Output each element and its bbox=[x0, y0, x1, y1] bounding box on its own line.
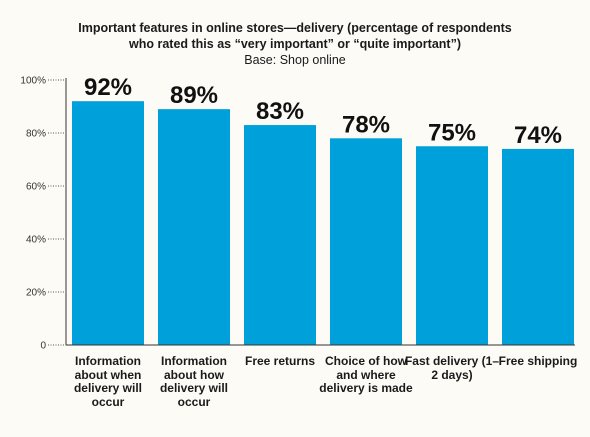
x-category-label: Information about when delivery will occ… bbox=[73, 354, 143, 409]
x-category-label: Free returns bbox=[244, 354, 316, 368]
bar-value-label: 75% bbox=[428, 119, 476, 146]
x-category-label: Choice of how and where delivery is made bbox=[319, 354, 413, 395]
bar bbox=[244, 125, 316, 345]
bar-value-label: 78% bbox=[342, 111, 390, 138]
y-tick-label: 100% bbox=[20, 76, 46, 87]
x-category-label: Information about how delivery will occu… bbox=[159, 354, 229, 409]
bar-value-label: 92% bbox=[84, 74, 132, 101]
bar bbox=[502, 148, 574, 345]
x-category-label: Free shipping bbox=[498, 354, 578, 368]
x-category-label: Fast delivery (1–2 days) bbox=[404, 354, 500, 382]
y-tick-label: 20% bbox=[26, 288, 46, 299]
bar bbox=[330, 138, 402, 345]
bar-value-label: 74% bbox=[514, 122, 562, 149]
bar bbox=[416, 146, 488, 345]
chart-header: Important features in online stores—deli… bbox=[0, 20, 590, 68]
y-tick-label: 80% bbox=[26, 129, 46, 140]
chart-title: Important features in online stores—deli… bbox=[78, 21, 512, 51]
y-tick-label: 0 bbox=[40, 341, 46, 352]
y-tick-label: 60% bbox=[26, 182, 46, 193]
bar bbox=[158, 109, 230, 346]
y-tick-label: 40% bbox=[26, 235, 46, 246]
chart-subtitle: Base: Shop online bbox=[244, 53, 346, 67]
bar-value-label: 89% bbox=[170, 82, 218, 109]
bar-value-label: 83% bbox=[256, 98, 304, 125]
bar bbox=[72, 101, 144, 345]
